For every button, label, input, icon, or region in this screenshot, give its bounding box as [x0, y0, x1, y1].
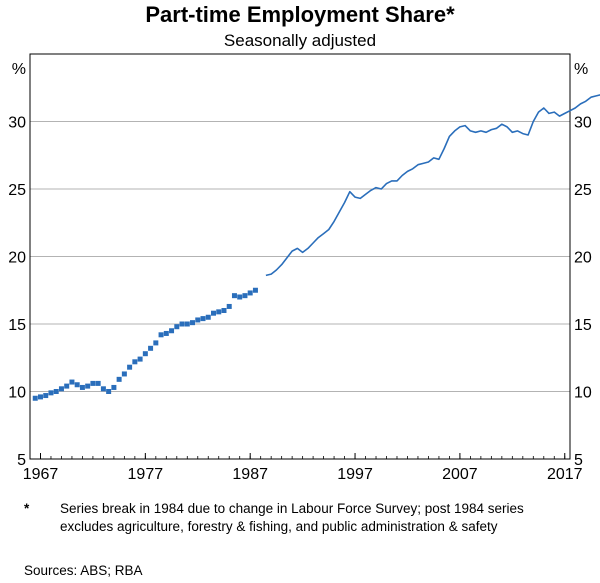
series-point-pre-1984: [153, 340, 159, 346]
footnote-text: Series break in 1984 due to change in La…: [60, 501, 524, 534]
series-point-pre-1984: [242, 293, 248, 299]
series-point-pre-1984: [179, 321, 185, 327]
y-tick-label-right: 20: [574, 250, 592, 267]
series-point-pre-1984: [200, 316, 206, 322]
series-point-pre-1984: [252, 287, 258, 293]
series-point-pre-1984: [58, 386, 64, 392]
series-point-pre-1984: [90, 380, 96, 386]
chart-subtitle: Seasonally adjusted: [223, 31, 377, 50]
series-point-pre-1984: [184, 321, 190, 327]
y-tick-label-left: 20: [8, 250, 26, 267]
series-point-pre-1984: [190, 320, 196, 326]
series-point-pre-1984: [95, 380, 101, 386]
series-point-pre-1984: [148, 345, 154, 351]
y-tick-label-right: 25: [574, 182, 592, 199]
series-point-pre-1984: [53, 389, 59, 394]
y-tick-label-right: 15: [574, 317, 592, 334]
series-point-pre-1984: [195, 317, 201, 323]
series-point-pre-1984: [210, 310, 216, 316]
x-tick-label: 2007: [442, 466, 478, 483]
y-tick-label-left: 25: [8, 182, 26, 199]
y-tick-label-left: 10: [8, 385, 26, 402]
series-point-pre-1984: [158, 332, 164, 338]
y-tick-label-right: 30: [574, 115, 592, 132]
series-point-pre-1984: [137, 356, 143, 362]
series-point-pre-1984: [121, 371, 127, 377]
series-point-pre-1984: [69, 379, 75, 385]
sources: Sources: ABS; RBA: [24, 563, 143, 578]
series-point-pre-1984: [64, 383, 70, 389]
y-tick-label-right: 10: [574, 385, 592, 402]
y-unit-right: %: [574, 61, 588, 78]
series-point-pre-1984: [237, 294, 243, 300]
x-tick-label: 1987: [232, 466, 268, 483]
series-point-pre-1984: [205, 314, 211, 320]
series-point-pre-1984: [247, 290, 253, 296]
series-point-pre-1984: [169, 328, 175, 334]
x-tick-label: 2017: [547, 466, 583, 483]
series-point-pre-1984: [231, 293, 237, 299]
series-point-pre-1984: [32, 395, 38, 401]
series-point-pre-1984: [100, 386, 106, 392]
series-point-pre-1984: [226, 303, 232, 309]
y-tick-label-right: 5: [574, 452, 583, 469]
series-point-pre-1984: [142, 351, 148, 357]
y-tick-label-left: 30: [8, 115, 26, 132]
x-tick-label: 1977: [128, 466, 164, 483]
x-tick-label: 1997: [337, 466, 373, 483]
series-point-pre-1984: [111, 384, 117, 390]
series-point-pre-1984: [163, 330, 169, 336]
series-point-pre-1984: [174, 324, 180, 330]
series-point-pre-1984: [221, 308, 227, 313]
series-point-pre-1984: [127, 364, 133, 370]
series-line-post-1984: [265, 94, 600, 277]
y-unit-left: %: [12, 61, 26, 78]
x-tick-label: 1967: [23, 466, 59, 483]
series-point-pre-1984: [132, 359, 138, 365]
footnote-marker: *: [24, 501, 30, 516]
series-point-pre-1984: [85, 383, 91, 389]
series-point-pre-1984: [216, 309, 222, 315]
plot-frame: [29, 53, 571, 460]
series-point-pre-1984: [116, 376, 122, 382]
series-point-pre-1984: [37, 394, 43, 400]
series-point-pre-1984: [106, 389, 112, 394]
series-point-pre-1984: [43, 393, 49, 399]
y-tick-label-left: 5: [17, 452, 26, 469]
chart-title: Part-time Employment Share*: [145, 2, 455, 27]
series-point-pre-1984: [79, 384, 85, 390]
series-point-pre-1984: [74, 382, 80, 388]
y-tick-label-left: 15: [8, 317, 26, 334]
series-point-pre-1984: [48, 390, 54, 396]
